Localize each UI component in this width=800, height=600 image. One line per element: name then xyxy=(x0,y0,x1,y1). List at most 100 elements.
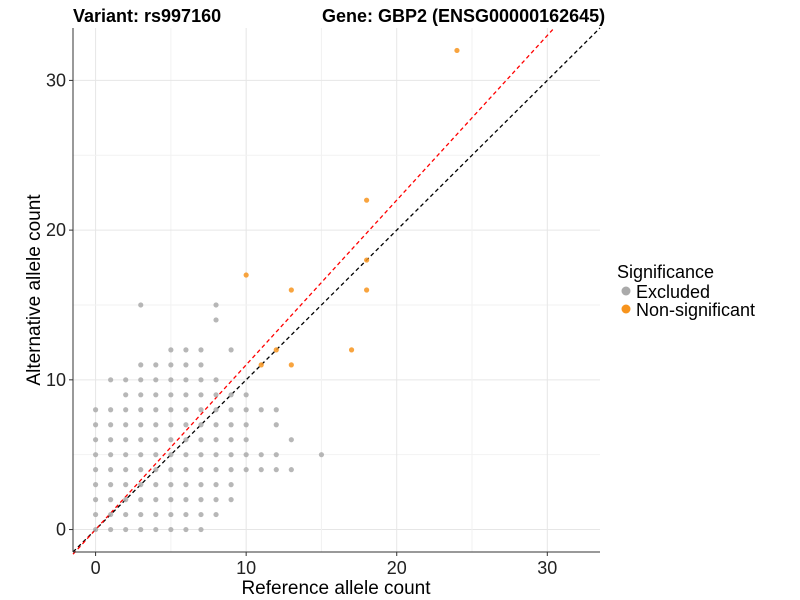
point-excluded xyxy=(243,437,249,443)
point-non-significant xyxy=(348,347,355,353)
point-excluded xyxy=(213,317,219,323)
point-excluded xyxy=(183,392,189,398)
point-excluded xyxy=(183,482,189,488)
point-excluded xyxy=(183,526,189,533)
point-non-significant xyxy=(288,287,294,293)
point-non-significant xyxy=(288,362,294,368)
legend-label-excluded: Excluded xyxy=(636,282,710,302)
point-excluded xyxy=(273,452,279,458)
point-excluded xyxy=(138,497,144,503)
point-excluded xyxy=(138,377,144,383)
grid-layer xyxy=(73,28,600,552)
point-excluded xyxy=(183,407,189,413)
point-non-significant xyxy=(243,272,249,278)
point-excluded xyxy=(228,497,234,503)
point-excluded xyxy=(228,347,234,353)
point-non-significant xyxy=(258,362,264,368)
point-excluded xyxy=(228,467,234,473)
point-excluded xyxy=(168,347,174,353)
point-excluded xyxy=(123,392,129,398)
point-excluded xyxy=(183,467,189,473)
point-excluded xyxy=(168,511,174,518)
point-excluded xyxy=(153,497,159,503)
point-excluded xyxy=(108,482,114,488)
point-excluded xyxy=(213,511,219,518)
point-excluded xyxy=(153,452,159,458)
point-excluded xyxy=(243,452,249,458)
point-excluded xyxy=(153,362,159,368)
point-excluded xyxy=(168,437,174,443)
point-excluded xyxy=(243,422,249,428)
point-excluded xyxy=(213,407,219,413)
point-excluded xyxy=(198,482,204,488)
point-excluded xyxy=(198,377,204,383)
point-excluded xyxy=(198,407,204,413)
point-excluded xyxy=(288,437,294,443)
point-excluded xyxy=(168,407,174,413)
point-excluded xyxy=(92,526,99,533)
point-excluded xyxy=(108,377,114,383)
x-tick-label: 10 xyxy=(236,558,256,578)
point-excluded xyxy=(228,482,234,488)
legend-title: Significance xyxy=(617,262,714,282)
point-excluded xyxy=(92,511,99,518)
point-excluded xyxy=(153,407,159,413)
point-excluded xyxy=(92,497,99,503)
point-excluded xyxy=(198,511,204,518)
point-excluded xyxy=(92,422,99,428)
point-excluded xyxy=(198,422,204,428)
point-excluded xyxy=(183,377,189,383)
data-points xyxy=(92,47,460,533)
point-excluded xyxy=(138,511,144,518)
point-excluded xyxy=(213,422,219,428)
point-excluded xyxy=(123,407,129,413)
point-excluded xyxy=(108,437,114,443)
point-excluded xyxy=(228,422,234,428)
point-excluded xyxy=(198,467,204,473)
x-tick-label: 20 xyxy=(387,558,407,578)
point-excluded xyxy=(243,392,249,398)
point-excluded xyxy=(213,302,219,308)
x-axis-title: Reference allele count xyxy=(241,578,431,599)
point-non-significant xyxy=(364,197,370,203)
point-excluded xyxy=(213,437,219,443)
point-excluded xyxy=(123,377,129,383)
point-excluded xyxy=(183,362,189,368)
point-excluded xyxy=(183,422,189,428)
point-excluded xyxy=(108,511,114,518)
point-excluded xyxy=(123,511,129,518)
point-excluded xyxy=(108,526,114,533)
point-excluded xyxy=(228,392,234,398)
point-non-significant xyxy=(364,287,370,293)
point-excluded xyxy=(198,362,204,368)
title-gene: Gene: GBP2 (ENSG00000162645) xyxy=(322,6,605,26)
point-excluded xyxy=(138,467,144,473)
point-excluded xyxy=(168,377,174,383)
x-tick-label: 30 xyxy=(537,558,557,578)
point-excluded xyxy=(153,392,159,398)
point-excluded xyxy=(168,526,174,533)
point-excluded xyxy=(92,482,99,488)
point-excluded xyxy=(108,497,114,503)
point-excluded xyxy=(213,482,219,488)
y-tick-label: 10 xyxy=(46,370,66,390)
point-excluded xyxy=(183,497,189,503)
point-excluded xyxy=(108,452,114,458)
point-excluded xyxy=(258,407,264,413)
point-excluded xyxy=(273,422,279,428)
point-excluded xyxy=(273,407,279,413)
point-excluded xyxy=(153,511,159,518)
point-excluded xyxy=(123,437,129,443)
legend-marker-non-significant xyxy=(621,304,631,314)
point-excluded xyxy=(198,526,204,533)
point-excluded xyxy=(138,437,144,443)
point-excluded xyxy=(108,422,114,428)
point-excluded xyxy=(183,452,189,458)
point-excluded xyxy=(138,407,144,413)
y-tick-label: 20 xyxy=(46,220,66,240)
point-excluded xyxy=(258,452,264,458)
point-excluded xyxy=(108,467,114,473)
point-excluded xyxy=(243,407,249,413)
point-excluded xyxy=(213,452,219,458)
point-excluded xyxy=(153,422,159,428)
